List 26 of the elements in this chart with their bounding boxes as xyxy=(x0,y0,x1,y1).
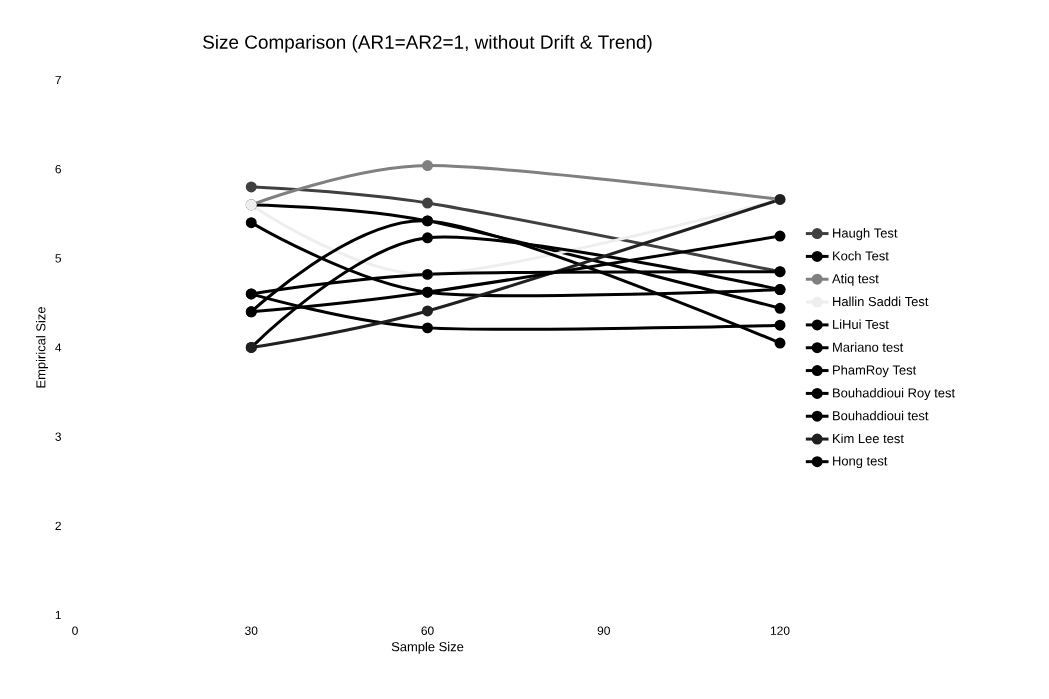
legend-label: Bouhaddioui Roy test xyxy=(833,387,955,401)
legend-label: Koch Test xyxy=(833,250,889,261)
legend-label: Atiq test xyxy=(832,273,879,286)
y-tick-label: 2 xyxy=(55,521,61,531)
x-tick-label: 120 xyxy=(770,626,790,635)
legend-label: Haugh Test xyxy=(833,228,898,241)
x-tick-label: 60 xyxy=(421,626,434,635)
y-tick-label: 5 xyxy=(55,254,62,263)
x-tick-label: 90 xyxy=(597,626,610,635)
y-tick-label: 7 xyxy=(55,75,61,85)
x-tick-label: 0 xyxy=(72,626,78,635)
legend-label: Hong test xyxy=(833,456,888,469)
legend-label: Mariano test xyxy=(833,342,904,352)
legend-label: Hallin Saddi Test xyxy=(833,296,929,307)
y-tick-label: 6 xyxy=(55,164,61,174)
legend-label: PhamRoy Test xyxy=(833,365,917,378)
y-tick-label: 3 xyxy=(55,432,61,441)
legend-label: Kim Lee test xyxy=(833,433,904,444)
x-axis-title: Sample Size xyxy=(391,641,464,654)
chart-title: Size Comparison (AR1=AR2=1, without Drift & Trend) xyxy=(203,34,652,53)
x-tick-label: 30 xyxy=(245,626,258,635)
legend-label: LiHui Test xyxy=(833,319,889,329)
y-tick-label: 4 xyxy=(55,343,62,352)
y-axis-title: Empirical Size xyxy=(35,307,49,388)
y-tick-label: 1 xyxy=(55,610,61,620)
legend-label: Bouhaddioui test xyxy=(833,410,929,421)
